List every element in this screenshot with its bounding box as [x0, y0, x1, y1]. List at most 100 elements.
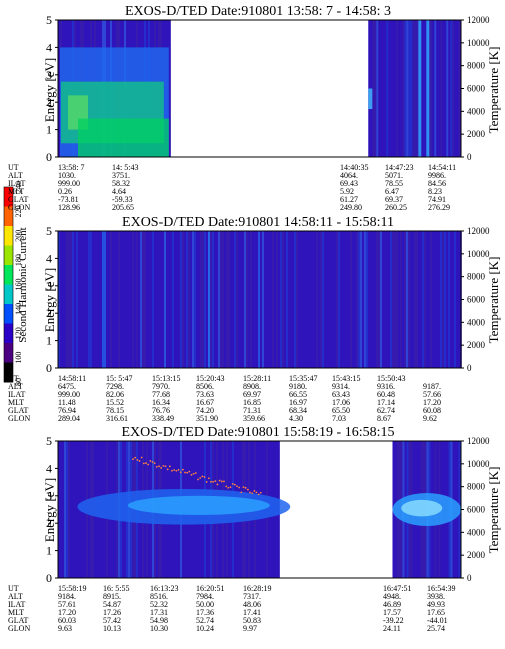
- y2-axis-label: Temperature [K]: [486, 257, 501, 344]
- streak: [248, 231, 250, 368]
- streak: [448, 231, 450, 368]
- param-value: 999.00: [58, 179, 80, 188]
- streak: [400, 231, 402, 368]
- streak: [428, 231, 430, 368]
- streak: [156, 231, 158, 368]
- param-value: 78.55: [385, 179, 403, 188]
- param-value: 60.03: [58, 616, 76, 625]
- temperature-point: [214, 480, 217, 483]
- colorbar: 80 100 120 140 160 180 200 220 240: [3, 181, 23, 386]
- streak: [180, 231, 182, 368]
- param-value: 16.34: [152, 398, 170, 407]
- streak: [408, 231, 410, 368]
- streak: [382, 231, 384, 368]
- param-value: 4948.: [383, 592, 401, 601]
- streak: [292, 231, 294, 368]
- y2-axis-label: Temperature [K]: [486, 467, 501, 554]
- param-value: 69.43: [340, 179, 358, 188]
- streak: [74, 231, 76, 368]
- y-tick-label: 2: [46, 306, 52, 320]
- streak: [70, 231, 72, 368]
- y-tick-label: 3: [46, 279, 52, 293]
- streak: [328, 231, 330, 368]
- param-value: 9.97: [243, 624, 257, 633]
- colorbar-segment: [4, 187, 13, 207]
- temperature-point: [136, 459, 139, 461]
- streak: [116, 231, 118, 368]
- param-value: 71.31: [243, 406, 261, 415]
- param-value: 84.56: [428, 179, 446, 188]
- streak: [140, 231, 142, 368]
- streak: [394, 231, 396, 368]
- temperature-point: [160, 467, 163, 469]
- streak: [76, 441, 78, 578]
- param-value: 7317.: [243, 592, 261, 601]
- y-tick-label: 5: [46, 434, 52, 448]
- streak: [68, 231, 70, 368]
- streak: [226, 231, 228, 368]
- y2-tick-label: 12000: [467, 226, 490, 236]
- streak: [426, 231, 428, 368]
- streak: [442, 20, 445, 157]
- colorbar-tick-label: 80: [14, 378, 23, 386]
- streak: [380, 20, 383, 157]
- temperature-point: [225, 485, 228, 488]
- temperature-point: [168, 465, 171, 468]
- streak: [344, 231, 346, 368]
- streak: [318, 231, 320, 368]
- streak: [240, 231, 242, 368]
- streak: [384, 231, 386, 368]
- streak: [146, 231, 148, 368]
- streak: [352, 231, 354, 368]
- param-value: 17.57: [383, 608, 401, 617]
- y-tick-label: 0: [46, 150, 52, 164]
- y2-tick-label: 4000: [467, 527, 486, 537]
- streak: [294, 231, 296, 368]
- y2-tick-label: 12000: [467, 15, 490, 25]
- streak: [278, 231, 280, 368]
- streak: [360, 231, 362, 368]
- streak: [364, 231, 366, 368]
- temperature-point: [197, 478, 199, 481]
- param-value: 58.32: [112, 179, 130, 188]
- param-value: 54.87: [103, 600, 121, 609]
- row-label: GLON: [8, 624, 30, 633]
- axis-ticks: 0 1 2 3 4 5 0 2000 4000 6000 8000 10000 12000: [46, 224, 490, 375]
- temperature-point: [194, 472, 197, 474]
- streak: [90, 231, 92, 368]
- temperature-point: [155, 466, 158, 468]
- streak: [406, 231, 408, 368]
- y-axis-label: Energy [eV]: [42, 478, 57, 542]
- streak: [68, 441, 70, 578]
- streak: [282, 231, 284, 368]
- orbit-parameter-table: UTALTILATMLTGLATGLON14:58:116475.999.001…: [8, 374, 441, 423]
- streak: [84, 231, 86, 368]
- streak: [418, 231, 420, 368]
- temperature-point: [236, 485, 238, 488]
- y2-tick-label: 8000: [467, 61, 486, 71]
- param-value: 17.14: [377, 398, 395, 407]
- streak: [182, 231, 184, 368]
- param-value: 66.55: [289, 390, 307, 399]
- streak: [204, 231, 206, 368]
- streak: [356, 231, 358, 368]
- streak: [134, 231, 136, 368]
- temperature-point: [184, 471, 186, 474]
- colorbar-segment: [4, 265, 13, 285]
- streak: [66, 441, 68, 578]
- param-value: 11.48: [58, 398, 76, 407]
- param-value: 17.20: [423, 398, 441, 407]
- temperature-point: [231, 482, 234, 485]
- param-value: 4064.: [340, 171, 358, 180]
- temperature-point: [210, 480, 212, 483]
- y2-tick-label: 8000: [467, 482, 486, 492]
- streak: [422, 231, 424, 368]
- streak: [192, 231, 194, 368]
- temperature-point: [192, 472, 195, 475]
- param-value: 68.34: [289, 406, 307, 415]
- param-value: 52.32: [150, 600, 168, 609]
- streak: [384, 20, 387, 157]
- temperature-point: [255, 491, 258, 494]
- streak: [160, 231, 162, 368]
- streak: [250, 231, 252, 368]
